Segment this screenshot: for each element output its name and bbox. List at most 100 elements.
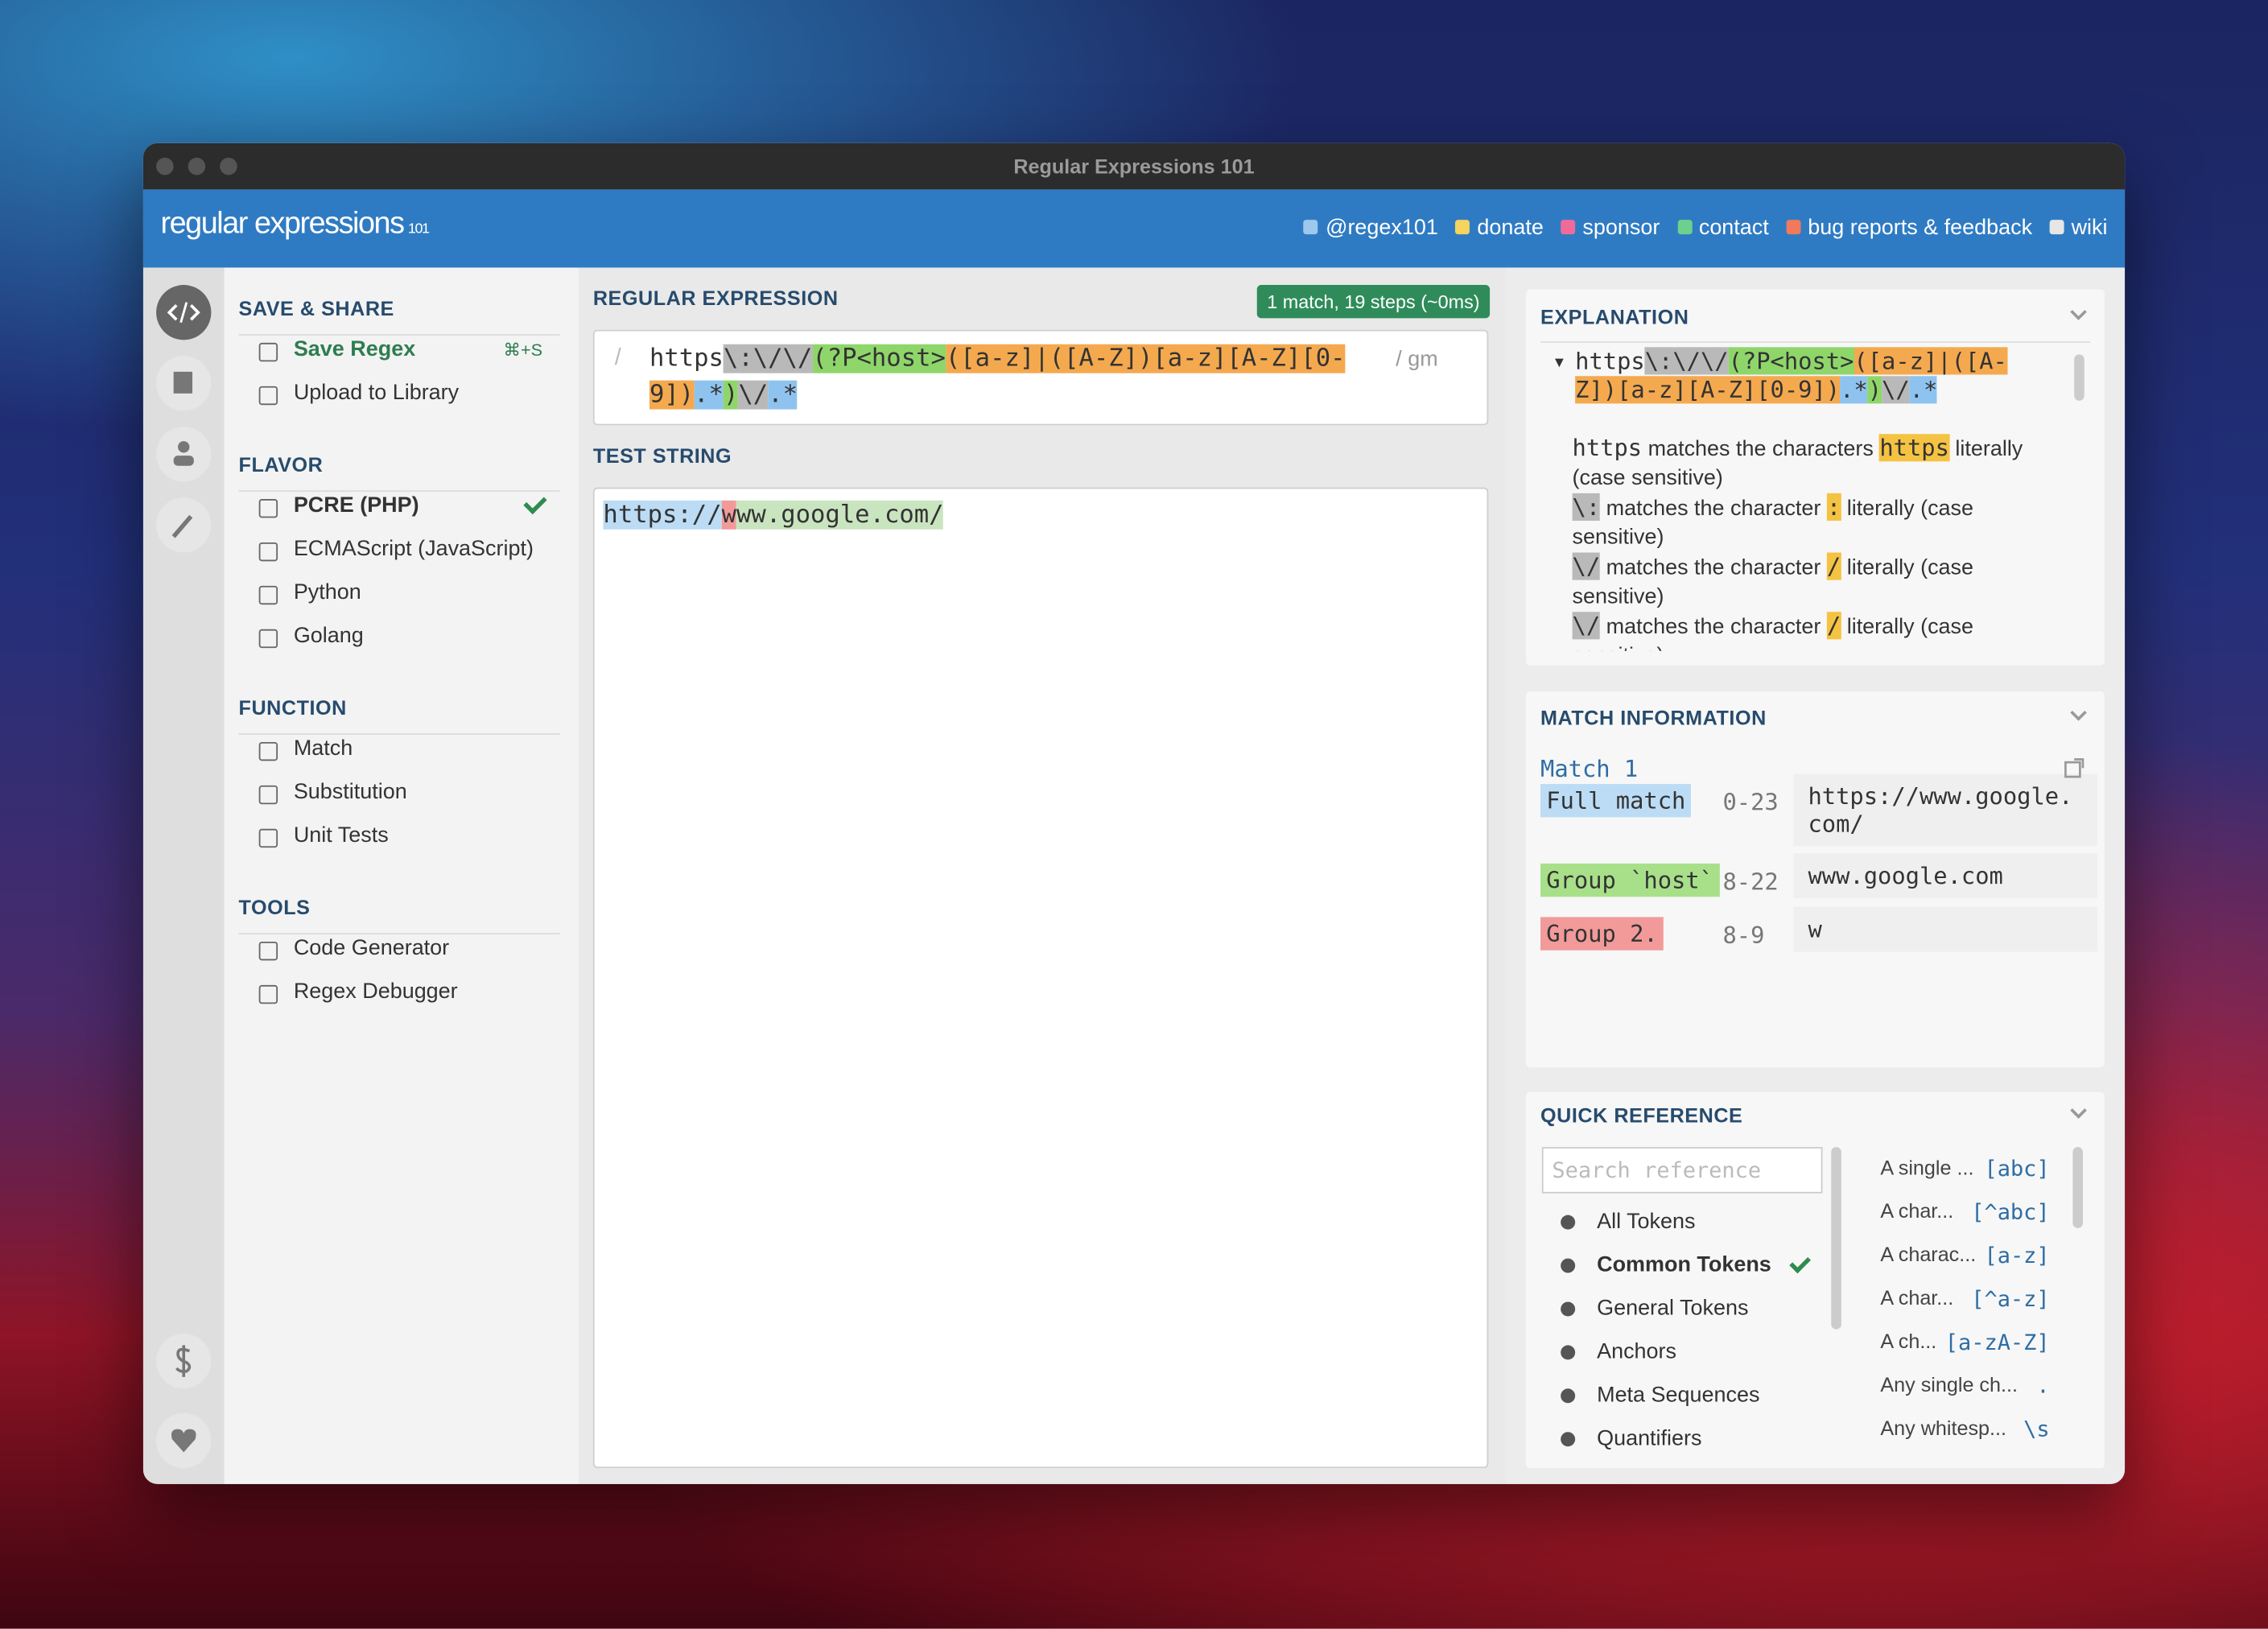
regex-text: https\:\/\/(?P<host>([a-z]|([A-Z])[a-z][… <box>649 341 1373 414</box>
scrollbar[interactable] <box>1831 1147 1841 1330</box>
category[interactable]: Anchors <box>1597 1339 1677 1364</box>
regex-token: ) <box>723 380 739 410</box>
item-icon <box>258 785 278 805</box>
reference-code: [a-zA-Z] <box>1944 1329 2050 1355</box>
test-input[interactable]: https://www.google.com/ <box>592 487 1489 1469</box>
regex-token: \/ <box>1882 376 1910 404</box>
item-icon <box>258 629 278 649</box>
regex-flags[interactable]: / gm <box>1396 347 1438 372</box>
link-icon <box>1676 220 1692 235</box>
category[interactable]: General Tokens <box>1597 1296 1749 1321</box>
item-icon <box>258 741 278 761</box>
close-button[interactable] <box>156 157 174 175</box>
description: literally (case sensitive) <box>1572 555 1974 609</box>
explanation-lines: https matches the characters https liter… <box>1572 434 2064 651</box>
category[interactable]: Meta Sequences <box>1597 1383 1760 1408</box>
match-highlight: https:// <box>603 500 722 530</box>
category[interactable]: All Tokens <box>1597 1209 1696 1235</box>
logo[interactable]: regular expressions 101 <box>160 207 430 241</box>
header-link[interactable]: @regex101 <box>1304 215 1438 241</box>
check <box>523 490 547 515</box>
editor-pane: REGULAR EXPRESSION 1 match, 19 steps (~0… <box>578 267 1506 1484</box>
sidebar: SAVE & SHARE Save Regex ⌘+S Upload to Libra… <box>224 267 579 1484</box>
reference-label[interactable]: A ch... <box>1880 1329 1937 1353</box>
category-icon <box>1561 1301 1576 1317</box>
token: \: <box>1572 493 1601 521</box>
sidebar-item[interactable]: Code Generator <box>293 935 450 961</box>
category-icon <box>1561 1258 1576 1273</box>
link-icon <box>1786 220 1801 235</box>
reference-code: [a-z] <box>1984 1242 2050 1269</box>
category[interactable]: Quantifiers <box>1597 1426 1702 1451</box>
rail-icons <box>156 285 212 1469</box>
reference-label[interactable]: Any whitesp... <box>1880 1416 2006 1440</box>
header-link[interactable]: wiki <box>2049 216 2108 240</box>
search-input[interactable]: Search reference <box>1541 1147 1823 1194</box>
category-icon <box>1561 1388 1576 1404</box>
collapse-icon[interactable] <box>2070 710 2088 721</box>
reference-label[interactable]: A single ... <box>1880 1155 1974 1179</box>
header-link[interactable]: sponsor <box>1561 215 1660 241</box>
sidebar-item[interactable]: Substitution <box>293 779 407 805</box>
zoom-button[interactable] <box>220 157 237 175</box>
section-title: FLAVOR <box>238 452 324 476</box>
separator <box>1540 341 2090 343</box>
regex-token: https <box>649 344 724 373</box>
match-highlight: ww.google.com/ <box>736 500 944 530</box>
header: regular expressions 101 @regex101 donate sp… <box>142 189 2126 268</box>
minimize-button[interactable] <box>188 157 206 175</box>
test-title: TEST STRING <box>592 443 732 468</box>
sidebar-item[interactable]: Python <box>293 579 361 605</box>
explanation-line: https matches the characters https liter… <box>1573 434 2064 493</box>
sidebar-item[interactable]: Golang <box>293 623 364 649</box>
header-links: @regex101 donate sponsor contact bug reports… <box>1304 215 2108 241</box>
sidebar-item[interactable]: Unit Tests <box>293 823 389 848</box>
sidebar-item[interactable]: Save Regex <box>293 336 416 362</box>
regex-token: \/ <box>738 380 769 410</box>
collapse-icon[interactable] <box>2070 310 2088 321</box>
tree-arrow: ▾ <box>1554 351 1564 372</box>
item-icon <box>258 386 278 406</box>
regex-input[interactable]: / https\:\/\/(?P<host>([a-z]|([A-Z])[a-z… <box>592 329 1489 426</box>
sidebar-item[interactable]: PCRE (PHP) <box>293 493 419 518</box>
item-icon <box>258 585 278 605</box>
explanation-line: \: matches the character : literally (ca… <box>1572 493 2064 553</box>
token: \/ <box>1572 552 1601 580</box>
scrollbar[interactable] <box>2072 1147 2083 1228</box>
header-link[interactable]: contact <box>1676 216 1769 240</box>
sidebar-item[interactable]: Upload to Library <box>293 380 460 406</box>
reference-label[interactable]: A char... <box>1880 1198 1954 1223</box>
category[interactable]: Common Tokens <box>1597 1252 1771 1277</box>
item-icon <box>258 499 278 518</box>
link-label: sponsor <box>1582 215 1660 241</box>
link-label: @regex101 <box>1326 215 1438 241</box>
logo-sub: 101 <box>407 221 430 237</box>
section-title: FUNCTION <box>238 695 347 720</box>
char: / <box>1826 612 1841 640</box>
group-value: https://www.google.com/ <box>1793 773 2097 847</box>
item-icon <box>258 342 278 362</box>
section-title: SAVE & SHARE <box>238 296 394 320</box>
account-tab[interactable] <box>156 427 212 482</box>
collapse-icon[interactable] <box>2070 1108 2088 1120</box>
sidebar-item[interactable]: Match <box>293 736 353 761</box>
reference-label[interactable]: A char... <box>1880 1285 1954 1309</box>
group-label: Group `host` <box>1540 863 1720 897</box>
sidebar-item[interactable]: Regex Debugger <box>293 979 458 1004</box>
sidebar-item[interactable]: ECMAScript (JavaScript) <box>293 536 534 562</box>
group-value: w <box>1793 906 2097 952</box>
separator <box>238 933 560 934</box>
header-link[interactable]: bug reports & feedback <box>1786 216 2032 240</box>
reference-label[interactable]: A charac... <box>1880 1242 1977 1266</box>
description: matches the character <box>1606 614 1821 640</box>
reference-label[interactable]: Any single ch... <box>1880 1372 2018 1396</box>
group-value: www.google.com <box>1793 853 2097 899</box>
char: https <box>1879 434 1949 462</box>
check <box>1789 1252 1811 1274</box>
header-link[interactable]: donate <box>1455 216 1544 240</box>
group-range: 0-23 <box>1722 788 1779 816</box>
export-icon[interactable] <box>2064 758 2084 778</box>
regex-token: (?P<host> <box>1728 347 1854 375</box>
scrollbar[interactable] <box>2074 354 2084 401</box>
token: \/ <box>1572 612 1601 640</box>
